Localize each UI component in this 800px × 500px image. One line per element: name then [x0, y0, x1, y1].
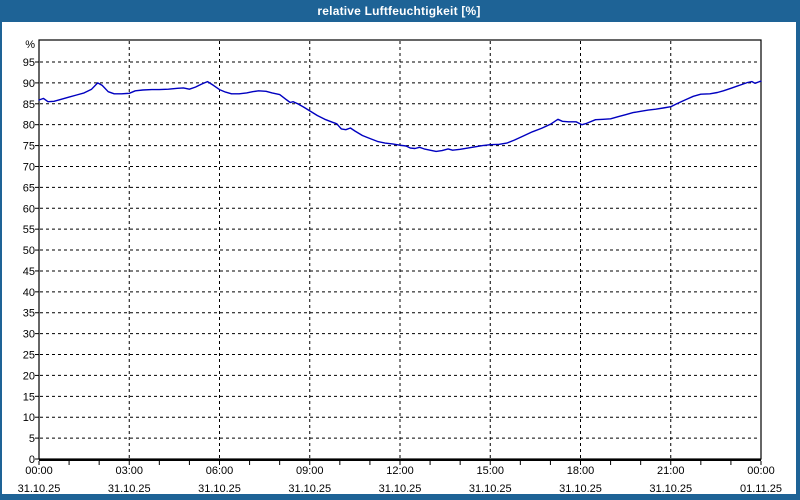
svg-text:15: 15: [23, 391, 35, 403]
window-title: relative Luftfeuchtigkeit [%]: [317, 4, 481, 18]
svg-text:31.10.25: 31.10.25: [18, 483, 61, 494]
svg-text:85: 85: [23, 99, 35, 111]
svg-text:65: 65: [23, 182, 35, 194]
svg-text:00:00: 00:00: [25, 465, 53, 477]
x-axis-minor-ticks: [38, 461, 762, 465]
svg-text:31.10.25: 31.10.25: [379, 483, 422, 494]
svg-text:00:00: 00:00: [747, 465, 775, 477]
svg-text:12:00: 12:00: [386, 465, 414, 477]
svg-text:01.11.25: 01.11.25: [740, 483, 782, 494]
svg-text:5: 5: [29, 433, 35, 445]
svg-text:03:00: 03:00: [115, 465, 143, 477]
svg-text:0: 0: [29, 454, 35, 466]
svg-text:31.10.25: 31.10.25: [469, 483, 512, 494]
svg-text:31.10.25: 31.10.25: [559, 483, 602, 494]
svg-text:15:00: 15:00: [476, 465, 504, 477]
svg-text:25: 25: [23, 350, 35, 362]
svg-text:10: 10: [23, 412, 35, 424]
svg-text:09:00: 09:00: [296, 465, 324, 477]
humidity-series-line: [38, 80, 762, 153]
x-date-labels: 31.10.25 31.10.25 31.10.25 31.10.25 31.10.25…: [18, 483, 782, 494]
svg-text:40: 40: [23, 287, 35, 299]
window-titlebar[interactable]: relative Luftfeuchtigkeit [%]: [2, 0, 796, 22]
svg-text:20: 20: [23, 370, 35, 382]
svg-text:06:00: 06:00: [206, 465, 234, 477]
svg-text:31.10.25: 31.10.25: [649, 483, 692, 494]
svg-text:70: 70: [23, 161, 35, 173]
humidity-line-chart: 95908580757065605550454035302520151050%0…: [18, 39, 782, 494]
svg-text:21:00: 21:00: [657, 465, 685, 477]
svg-text:30: 30: [23, 329, 35, 341]
svg-text:90: 90: [23, 78, 35, 90]
svg-text:18:00: 18:00: [567, 465, 595, 477]
y-unit-label: %: [25, 39, 35, 51]
svg-text:60: 60: [23, 203, 35, 215]
svg-text:95: 95: [23, 57, 35, 69]
svg-text:31.10.25: 31.10.25: [288, 483, 331, 494]
y-axis-ticks: [35, 61, 39, 460]
svg-text:80: 80: [23, 120, 35, 132]
svg-text:75: 75: [23, 141, 35, 153]
svg-text:50: 50: [23, 245, 35, 257]
svg-text:35: 35: [23, 308, 35, 320]
svg-text:31.10.25: 31.10.25: [198, 483, 241, 494]
svg-text:55: 55: [23, 224, 35, 236]
chart-panel: 95 90 85 80 75 70 65 60 55 50 45 40 35 30 25 20 15 10 5 0% 0…: [2, 22, 796, 494]
svg-text:31.10.25: 31.10.25: [108, 483, 151, 494]
svg-text:45: 45: [23, 266, 35, 278]
x-time-labels: 00:00 03:00 06:00 09:00 12:00 15:00 18:00 21:00…: [25, 465, 775, 477]
